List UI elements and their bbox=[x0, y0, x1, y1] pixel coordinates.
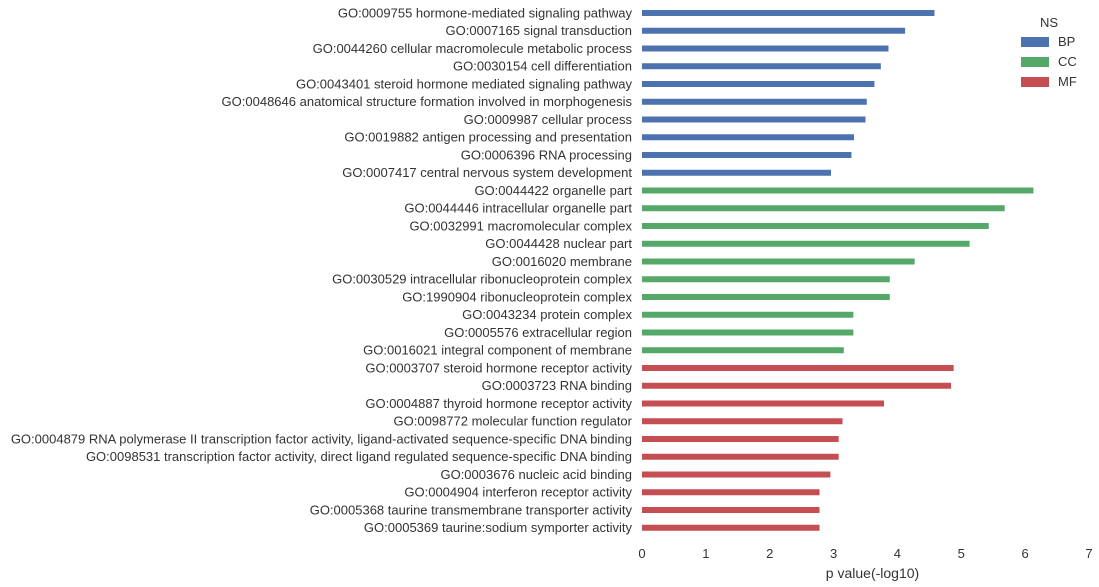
bar-bp bbox=[642, 63, 881, 70]
x-tick-label: 3 bbox=[830, 546, 837, 561]
bar-cc bbox=[642, 294, 890, 300]
category-label: GO:0044260 cellular macromolecule metabo… bbox=[313, 41, 633, 56]
category-label: GO:0006396 RNA processing bbox=[461, 147, 632, 162]
category-label: GO:0005576 extracellular region bbox=[444, 325, 632, 340]
bar-mf bbox=[642, 365, 954, 371]
bars-group bbox=[642, 10, 1034, 531]
category-labels-group: GO:0009755 hormone-mediated signaling pa… bbox=[11, 5, 633, 535]
bar-cc bbox=[642, 240, 970, 247]
bar-cc bbox=[642, 276, 890, 283]
bar-mf bbox=[642, 453, 839, 460]
bar-mf bbox=[642, 382, 952, 389]
bar-cc bbox=[642, 347, 844, 354]
bar-bp bbox=[642, 116, 866, 123]
bar-cc bbox=[642, 311, 854, 318]
x-axis-title: p value(-log10) bbox=[826, 565, 919, 581]
legend-swatch-cc bbox=[1021, 57, 1049, 67]
category-label: GO:0009755 hormone-mediated signaling pa… bbox=[338, 5, 633, 20]
category-label: GO:0044428 nuclear part bbox=[485, 236, 632, 251]
bar-bp bbox=[642, 98, 867, 105]
x-tick-label: 5 bbox=[958, 546, 965, 561]
category-label: GO:0030529 intracellular ribonucleoprote… bbox=[332, 272, 632, 287]
bar-bp bbox=[642, 27, 906, 34]
legend-label-cc: CC bbox=[1058, 54, 1077, 69]
bar-mf bbox=[642, 436, 839, 442]
bar-bp bbox=[642, 45, 889, 52]
x-tick-label: 4 bbox=[894, 546, 901, 561]
bar-cc bbox=[642, 223, 989, 229]
x-axis-ticks-group: 0 1 2 3 4 5 6 7 bbox=[638, 546, 1092, 561]
category-label: GO:0016020 membrane bbox=[492, 254, 632, 269]
category-label: GO:0044446 intracellular organelle part bbox=[404, 201, 632, 216]
category-label: GO:0005368 taurine transmembrane transpo… bbox=[310, 502, 633, 517]
bar-bp bbox=[642, 10, 935, 16]
x-tick-label: 1 bbox=[702, 546, 709, 561]
category-label: GO:0030154 cell differentiation bbox=[453, 59, 632, 74]
category-label: GO:0032991 macromolecular complex bbox=[409, 218, 632, 233]
category-label: GO:0004879 RNA polymerase II transcripti… bbox=[11, 431, 632, 446]
bar-mf bbox=[642, 400, 885, 407]
bar-cc bbox=[642, 187, 1034, 194]
bar-mf bbox=[642, 489, 820, 496]
category-label: GO:0048646 anatomical structure formatio… bbox=[222, 94, 633, 109]
category-label: GO:0004904 interferon receptor activity bbox=[404, 485, 632, 500]
x-tick-label: 2 bbox=[766, 546, 773, 561]
bar-cc bbox=[642, 258, 915, 265]
bar-mf bbox=[642, 471, 831, 478]
bar-bp bbox=[642, 169, 832, 176]
category-label: GO:1990904 ribonucleoprotein complex bbox=[402, 289, 632, 304]
bar-mf bbox=[642, 524, 820, 531]
category-label: GO:0003707 steroid hormone receptor acti… bbox=[365, 360, 632, 375]
x-tick-label: 6 bbox=[1022, 546, 1029, 561]
legend-title: NS bbox=[1040, 15, 1058, 30]
bar-bp bbox=[642, 152, 852, 158]
legend-label-mf: MF bbox=[1058, 74, 1077, 89]
category-label: GO:0016021 integral component of membran… bbox=[363, 343, 632, 358]
category-label: GO:0004887 thyroid hormone receptor acti… bbox=[365, 396, 632, 411]
category-label: GO:0098772 molecular function regulator bbox=[394, 414, 633, 429]
category-label: GO:0043234 protein complex bbox=[462, 307, 632, 322]
bar-mf bbox=[642, 418, 843, 425]
legend: NS BP CC MF bbox=[1021, 15, 1077, 89]
bar-cc bbox=[642, 329, 854, 336]
legend-swatch-bp bbox=[1021, 37, 1049, 47]
bar-cc bbox=[642, 205, 1005, 212]
category-label: GO:0009987 cellular process bbox=[464, 112, 633, 127]
category-label: GO:0098531 transcription factor activity… bbox=[86, 449, 632, 464]
category-label: GO:0003723 RNA binding bbox=[482, 378, 632, 393]
legend-swatch-mf bbox=[1021, 77, 1049, 87]
bar-mf bbox=[642, 507, 820, 513]
category-label: GO:0044422 organelle part bbox=[474, 183, 632, 198]
legend-label-bp: BP bbox=[1058, 34, 1075, 49]
category-label: GO:0007417 central nervous system develo… bbox=[342, 165, 632, 180]
category-label: GO:0007165 signal transduction bbox=[446, 23, 632, 38]
bar-bp bbox=[642, 134, 855, 141]
bar-bp bbox=[642, 81, 875, 87]
category-label: GO:0043401 steroid hormone mediated sign… bbox=[296, 76, 633, 91]
category-label: GO:0005369 taurine:sodium symporter acti… bbox=[364, 520, 633, 535]
category-label: GO:0003676 nucleic acid binding bbox=[440, 467, 632, 482]
x-tick-label: 7 bbox=[1085, 546, 1092, 561]
x-tick-label: 0 bbox=[638, 546, 645, 561]
category-label: GO:0019882 antigen processing and presen… bbox=[344, 130, 632, 145]
